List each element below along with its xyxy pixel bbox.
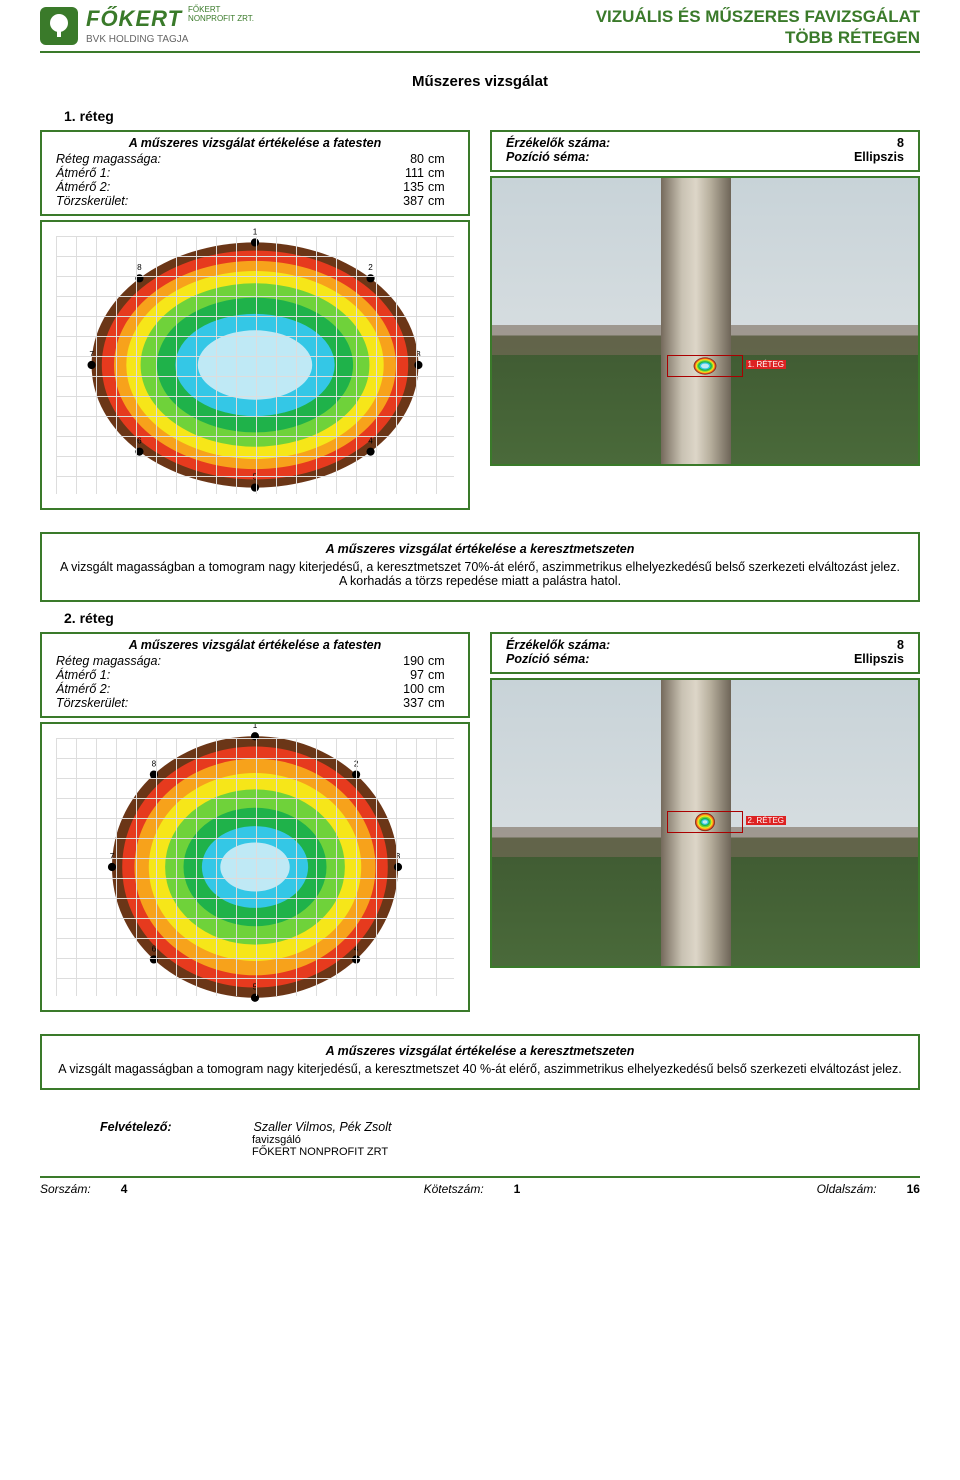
cross-section-box: A műszeres vizsgálat értékelése a keresz… xyxy=(40,1034,920,1090)
eval-box: A műszeres vizsgálat értékelése a fatest… xyxy=(40,632,470,718)
measure-row: Átmérő 1: 97 cm xyxy=(50,668,460,682)
tree-photo: 1. RÉTEG xyxy=(490,176,920,466)
page-title: Műszeres vizsgálat xyxy=(40,73,920,90)
tomogram-box: 12345678 xyxy=(40,722,470,1012)
measure-row: Törzskerület: 337 cm xyxy=(50,696,460,710)
measure-row: Átmérő 2: 100 cm xyxy=(50,682,460,696)
measure-row: Törzskerület: 387 cm xyxy=(50,194,460,208)
eval-box: A műszeres vizsgálat értékelése a fatest… xyxy=(40,130,470,216)
sensor-box: Érzékelők száma:8 Pozíció séma:Ellipszis xyxy=(490,130,920,172)
svg-text:1: 1 xyxy=(253,724,258,730)
measure-row: Réteg magassága: 190 cm xyxy=(50,654,460,668)
measure-row: Átmérő 1: 111 cm xyxy=(50,166,460,180)
footer-line: Sorszám:4 Kötetszám:1 Oldalszám:16 xyxy=(40,1176,920,1196)
cross-section-box: A műszeres vizsgálat értékelése a keresz… xyxy=(40,532,920,602)
tree-icon xyxy=(40,7,78,45)
tomogram-box: 12345678 xyxy=(40,220,470,510)
svg-text:1: 1 xyxy=(253,227,258,236)
header-right: VIZUÁLIS ÉS MŰSZERES FAVIZSGÁLAT TÖBB RÉ… xyxy=(596,6,920,49)
sensor-box: Érzékelők száma:8 Pozíció séma:Ellipszis xyxy=(490,632,920,674)
measure-row: Réteg magassága: 80 cm xyxy=(50,152,460,166)
page-header: FŐKERT FŐKERTNONPROFIT ZRT. BVK HOLDING … xyxy=(40,0,920,53)
credit-block: Felvételező: Szaller Vilmos, Pék Zsolt f… xyxy=(100,1120,920,1158)
company-name: FŐKERT xyxy=(86,6,182,32)
layer-label: 2. réteg xyxy=(64,610,920,626)
holding-text: BVK HOLDING TAGJA xyxy=(86,34,254,45)
logo-block: FŐKERT FŐKERTNONPROFIT ZRT. BVK HOLDING … xyxy=(40,6,254,45)
tree-photo: 2. RÉTEG xyxy=(490,678,920,968)
measure-row: Átmérő 2: 135 cm xyxy=(50,180,460,194)
layer-label: 1. réteg xyxy=(64,108,920,124)
